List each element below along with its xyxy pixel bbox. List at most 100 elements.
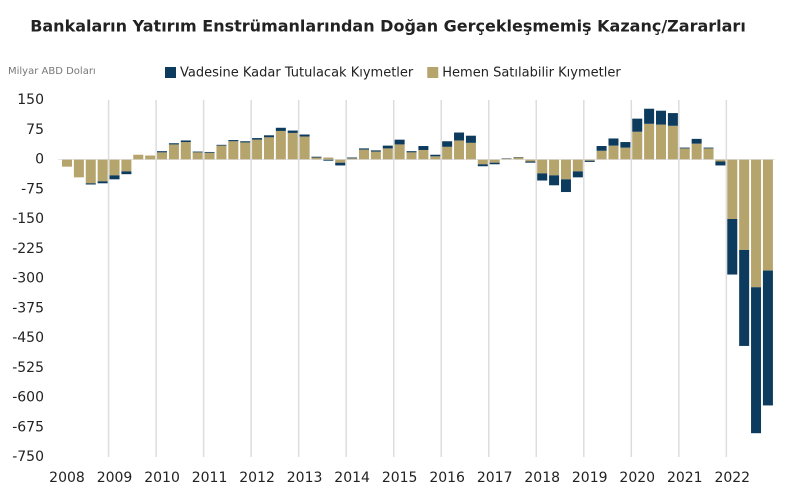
bar-segment	[608, 145, 619, 160]
bar-segment	[121, 171, 132, 175]
bar-segment	[204, 151, 215, 153]
bar-segment	[311, 156, 322, 158]
bar-segment	[549, 175, 560, 186]
bar-segment	[145, 155, 156, 160]
y-tick-label: -750	[12, 449, 44, 465]
bar-segment	[525, 161, 536, 163]
bar-segment	[430, 154, 441, 157]
bar-segment	[715, 161, 726, 166]
bar-segment	[406, 152, 417, 160]
bar-segment	[584, 160, 595, 162]
y-tick-label: 150	[17, 92, 44, 108]
bar-segment	[62, 159, 72, 167]
bar-segment	[465, 135, 476, 143]
bar-segment	[679, 148, 690, 160]
bar-segment	[572, 171, 583, 178]
x-tick-label: 2009	[97, 470, 133, 486]
bar-segment	[418, 149, 429, 160]
bar-segment	[335, 159, 346, 163]
chart-title: Bankaların Yatırım Enstrümanlarından Doğ…	[30, 17, 746, 36]
bar-segment	[560, 179, 571, 193]
bar-segment	[394, 144, 405, 160]
bar-segment	[632, 118, 643, 132]
bar-segment	[667, 113, 678, 126]
bar-segment	[572, 159, 583, 172]
bar-segment	[430, 156, 441, 160]
bar-segment	[382, 145, 393, 149]
bar-segment	[168, 143, 179, 145]
x-tick-label: 2013	[287, 470, 323, 486]
bar-segment	[454, 140, 465, 160]
bar-segment	[287, 132, 298, 160]
bar-segment	[656, 124, 666, 160]
bar-segment	[727, 219, 738, 275]
bar-segment	[73, 159, 84, 178]
legend-label: Hemen Satılabilir Kıymetler	[442, 66, 621, 81]
x-tick-label: 2008	[49, 470, 85, 486]
bar-segment	[180, 140, 191, 143]
bar-segment	[691, 138, 702, 144]
bar-segment	[359, 149, 369, 160]
bar-segment	[584, 159, 595, 161]
bar-segment	[703, 148, 714, 160]
bar-segment	[489, 162, 500, 165]
bar-segment	[501, 158, 512, 160]
y-tick-label: -600	[12, 390, 44, 406]
bar-segment	[644, 108, 655, 124]
bar-segment	[85, 183, 96, 185]
bar-segment	[347, 158, 358, 160]
bar-segment	[85, 159, 96, 184]
bar-segment	[477, 159, 488, 165]
legend-swatch	[165, 67, 176, 78]
bar-segment	[596, 146, 607, 151]
bar-segment	[287, 130, 298, 133]
bar-segment	[216, 144, 227, 146]
y-tick-label: -150	[12, 211, 44, 227]
y-tick-label: -375	[12, 300, 44, 316]
legend-swatch	[427, 67, 439, 78]
x-tick-label: 2019	[572, 470, 608, 486]
bar-segment	[97, 159, 108, 182]
bar-segment	[299, 136, 310, 160]
bar-segment	[525, 159, 536, 162]
y-tick-label: -675	[12, 419, 44, 435]
bar-segment	[703, 147, 714, 149]
y-axis-label: Milyar ABD Doları	[8, 66, 96, 77]
x-tick-label: 2010	[144, 470, 180, 486]
bar-segment	[454, 132, 465, 141]
bar-segment	[133, 154, 144, 160]
bar-segment	[335, 162, 346, 166]
x-tick-label: 2015	[382, 470, 418, 486]
bar-segment	[252, 138, 263, 140]
bar-segment	[679, 147, 690, 149]
bar-segment	[168, 144, 179, 160]
bar-segment	[263, 137, 274, 160]
x-tick-label: 2018	[524, 470, 560, 486]
bar-segment	[596, 150, 607, 160]
bar-segment	[347, 157, 358, 159]
bar-segment	[240, 142, 251, 160]
bar-segment	[549, 159, 560, 176]
bar-segment	[192, 152, 203, 160]
x-tick-label: 2021	[667, 470, 703, 486]
bar-segment	[323, 159, 334, 161]
bar-segment	[751, 287, 762, 434]
bar-segment	[382, 148, 393, 160]
x-tick-label: 2020	[619, 470, 655, 486]
y-tick-label: -525	[12, 360, 44, 376]
x-tick-label: 2012	[239, 470, 275, 486]
bar-segment	[537, 159, 548, 174]
bar-segment	[275, 130, 286, 160]
bar-segment	[608, 138, 619, 146]
y-tick-label: -225	[12, 241, 44, 257]
bar-segment	[157, 151, 168, 153]
bar-segment	[513, 157, 524, 160]
bar-segment	[121, 159, 132, 172]
x-tick-label: 2017	[477, 470, 513, 486]
bar-segment	[359, 148, 369, 150]
bar-segment	[751, 159, 762, 288]
bar-segment	[275, 127, 286, 131]
bar-segment	[323, 157, 334, 160]
